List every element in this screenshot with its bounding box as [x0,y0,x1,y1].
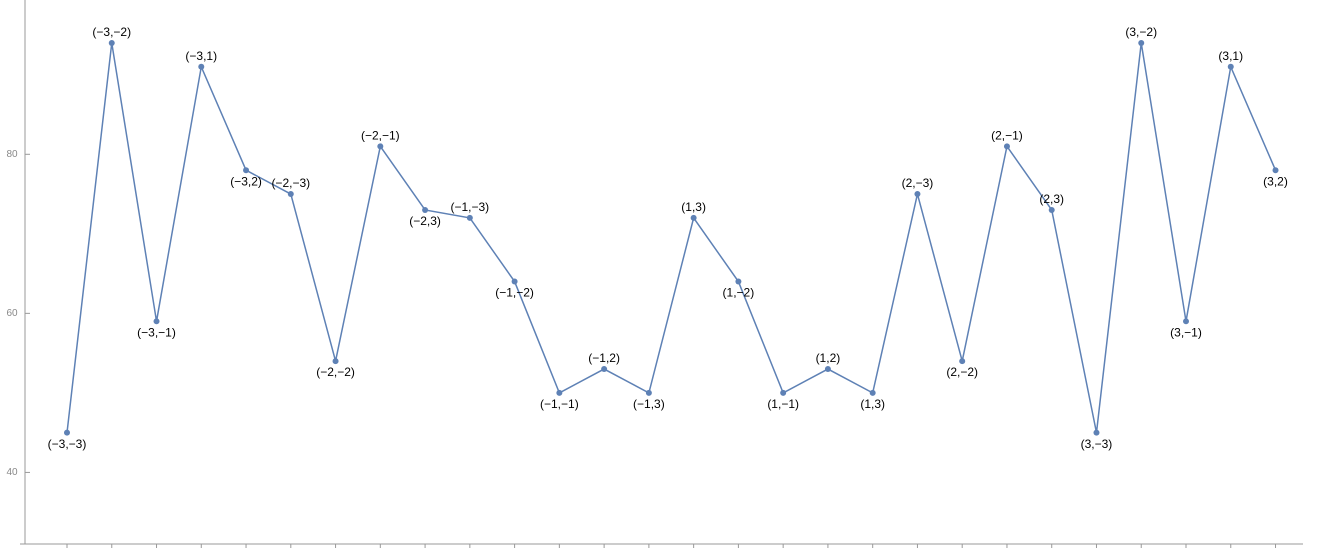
point-label: (−1,−3) [450,200,489,214]
data-point [556,389,563,396]
data-point [377,143,384,150]
point-label: (3,1) [1218,49,1243,63]
point-label: (−3,1) [185,49,217,63]
point-label: (−3,−1) [137,325,176,339]
point-label: (1,−2) [723,286,755,300]
data-point [64,429,70,436]
point-label: (−1,3) [633,397,665,411]
data-point [422,206,429,213]
point-label: (1,3) [681,200,706,214]
point-label: (1,2) [816,351,841,365]
point-label: (3,−1) [1170,325,1202,339]
point-label: (−3,2) [230,174,262,188]
point-label: (−2,−1) [361,129,400,143]
data-point [1048,206,1055,213]
data-point [1272,167,1279,174]
data-line [66,42,1277,433]
data-point [780,389,787,396]
y-tick-label: 80 [6,149,18,160]
data-point [869,389,876,396]
data-point [1093,429,1100,436]
point-label: (1,3) [860,397,885,411]
y-tick-label: 40 [6,467,18,478]
data-point [1138,39,1145,46]
data-point [466,214,473,221]
data-point [959,358,966,365]
data-point [735,278,742,285]
point-label: (−2,−3) [271,176,310,190]
data-point [198,63,205,70]
data-point [914,191,921,198]
data-point [108,39,115,46]
point-label: (−3,−2) [92,25,131,39]
data-point [1183,318,1189,325]
data-point [243,167,250,174]
data-point [1227,63,1234,70]
data-point [601,366,608,373]
point-label: (2,−1) [991,129,1023,143]
data-point [645,389,652,396]
data-point [824,366,831,373]
point-label: (3,−3) [1081,437,1113,451]
point-label: (−3,−3) [48,437,87,451]
point-label: (3,2) [1263,174,1288,188]
point-label: (2,3) [1039,192,1064,206]
point-label: (−1,−1) [540,397,579,411]
point-label: (2,−3) [902,176,934,190]
data-point [332,358,339,365]
data-point [153,318,160,325]
point-label: (−2,3) [409,214,441,228]
point-label: (1,−1) [767,397,799,411]
point-label: (−1,2) [588,351,620,365]
point-label: (−2,−2) [316,365,355,379]
y-tick-label: 60 [6,308,18,319]
data-point [1003,143,1010,150]
point-label: (2,−2) [946,365,978,379]
point-label: (3,−2) [1125,25,1157,39]
data-point [511,278,518,285]
point-label: (−1,−2) [495,286,534,300]
data-point [690,214,697,221]
data-point [287,191,294,198]
